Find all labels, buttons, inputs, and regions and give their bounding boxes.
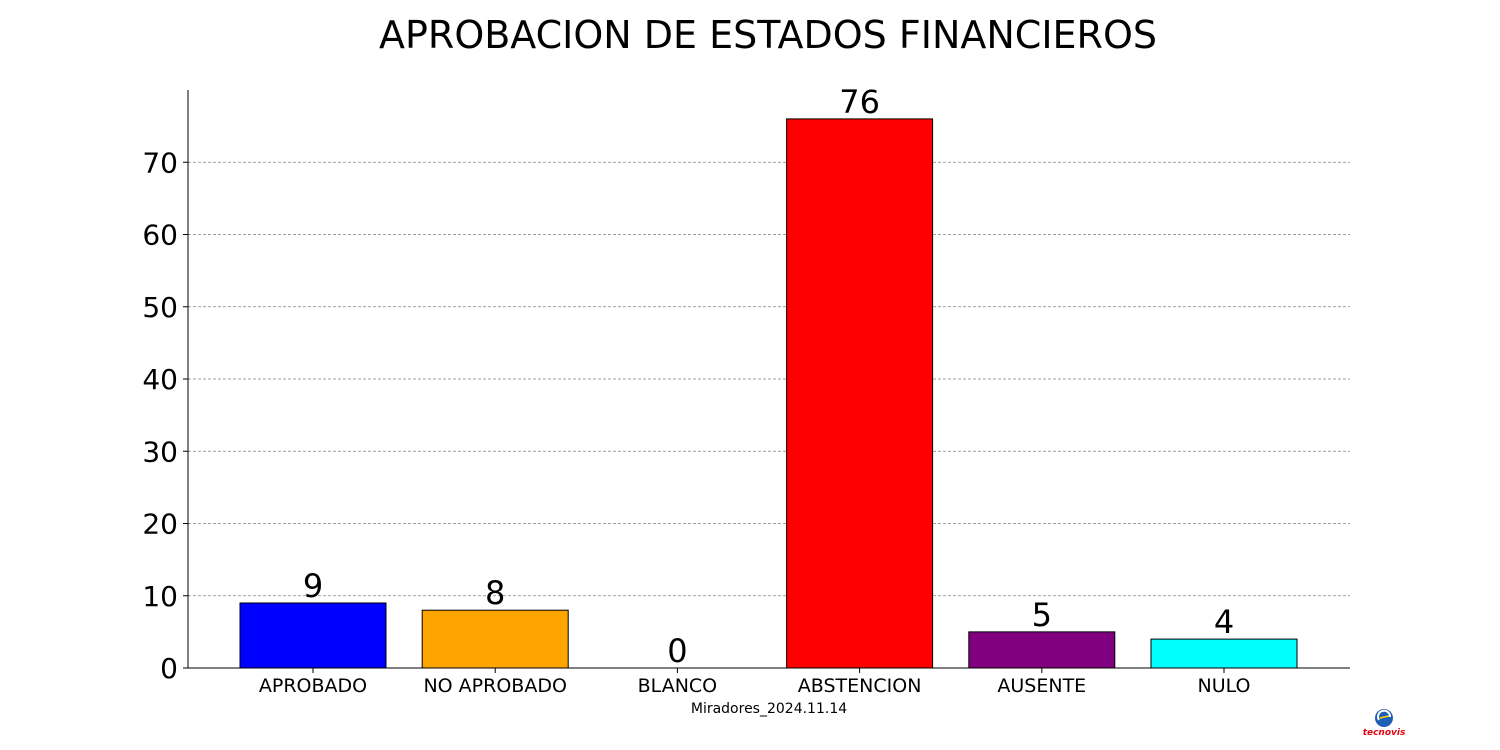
bar-abstencion (786, 118, 934, 669)
y-tick-label: 50 (142, 291, 178, 324)
chart-title: APROBACION DE ESTADOS FINANCIEROS (379, 13, 1157, 57)
data-label: 4 (1214, 603, 1234, 641)
y-tick-label: 20 (142, 508, 178, 541)
bar-ausente (968, 631, 1116, 669)
grid-lines (188, 161, 1350, 597)
tecnovis-logo: tecnovis (1363, 709, 1406, 738)
logo-accent-icon (1379, 715, 1390, 719)
x-tick-label: ABSTENCION (798, 675, 922, 697)
data-label: 76 (839, 83, 880, 121)
y-tick-label: 70 (142, 146, 178, 179)
y-tick-label: 60 (142, 219, 178, 252)
x-tick-label: BLANCO (638, 675, 718, 697)
y-tick-label: 10 (142, 580, 178, 613)
data-label: 8 (485, 574, 505, 612)
x-tick-label: APROBADO (259, 675, 367, 697)
bar-nulo (1150, 638, 1298, 669)
x-tick-label: NULO (1198, 675, 1251, 697)
x-axis-label: Miradores_2024.11.14 (691, 701, 847, 717)
bar-no-aprobado (421, 609, 569, 669)
data-label: 9 (303, 567, 323, 605)
y-tick-label: 40 (142, 363, 178, 396)
bars (239, 118, 1298, 669)
logo-swirl-icon (1377, 709, 1391, 721)
y-tick-label: 30 (142, 435, 178, 468)
y-tick-label: 0 (160, 652, 178, 685)
labels: 0 10 20 30 40 50 60 70 9 APROBADO 8 NO APROBADO 0 BLA… (142, 83, 1250, 697)
x-tick-label: NO APROBADO (423, 675, 566, 697)
logo-wordmark: tecnovis (1363, 728, 1406, 738)
x-tick-label: AUSENTE (997, 675, 1086, 697)
data-label: 5 (1032, 596, 1052, 634)
data-label: 0 (667, 632, 687, 670)
axes (183, 90, 1350, 673)
bar-aprobado (239, 602, 387, 669)
